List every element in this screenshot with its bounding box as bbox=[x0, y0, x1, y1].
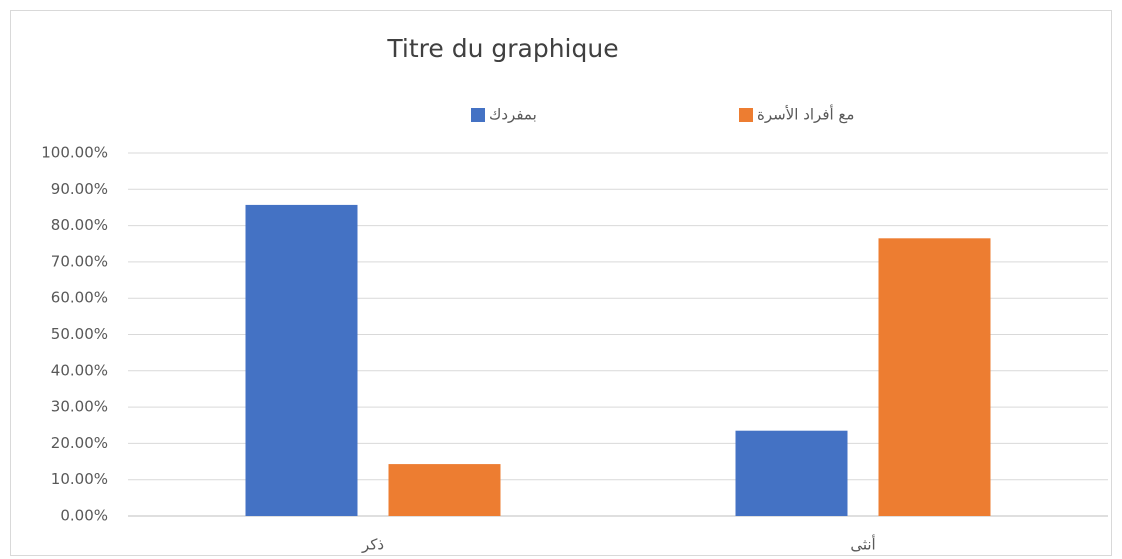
y-tick-label: 90.00% bbox=[51, 180, 108, 198]
legend-label: مع أفراد الأسرة bbox=[757, 105, 854, 124]
y-tick-label: 100.00% bbox=[41, 144, 108, 162]
y-tick-label: 50.00% bbox=[51, 325, 108, 343]
chart-title: Titre du graphique bbox=[386, 34, 618, 63]
legend-swatch bbox=[739, 108, 753, 122]
y-tick-label: 0.00% bbox=[60, 507, 108, 525]
bar bbox=[878, 238, 991, 516]
y-tick-label: 40.00% bbox=[51, 361, 108, 379]
legend-label: بمفردك bbox=[489, 106, 537, 124]
y-tick-label: 20.00% bbox=[51, 434, 108, 452]
bar bbox=[245, 204, 358, 516]
x-tick-label: ذكر bbox=[361, 536, 384, 554]
y-tick-label: 70.00% bbox=[51, 252, 108, 270]
y-tick-label: 80.00% bbox=[51, 216, 108, 234]
bar bbox=[735, 430, 848, 516]
y-tick-label: 10.00% bbox=[51, 470, 108, 488]
legend-swatch bbox=[471, 108, 485, 122]
y-tick-label: 30.00% bbox=[51, 398, 108, 416]
x-tick-label: أنثى bbox=[850, 535, 875, 554]
y-tick-label: 60.00% bbox=[51, 289, 108, 307]
bar bbox=[388, 464, 501, 516]
